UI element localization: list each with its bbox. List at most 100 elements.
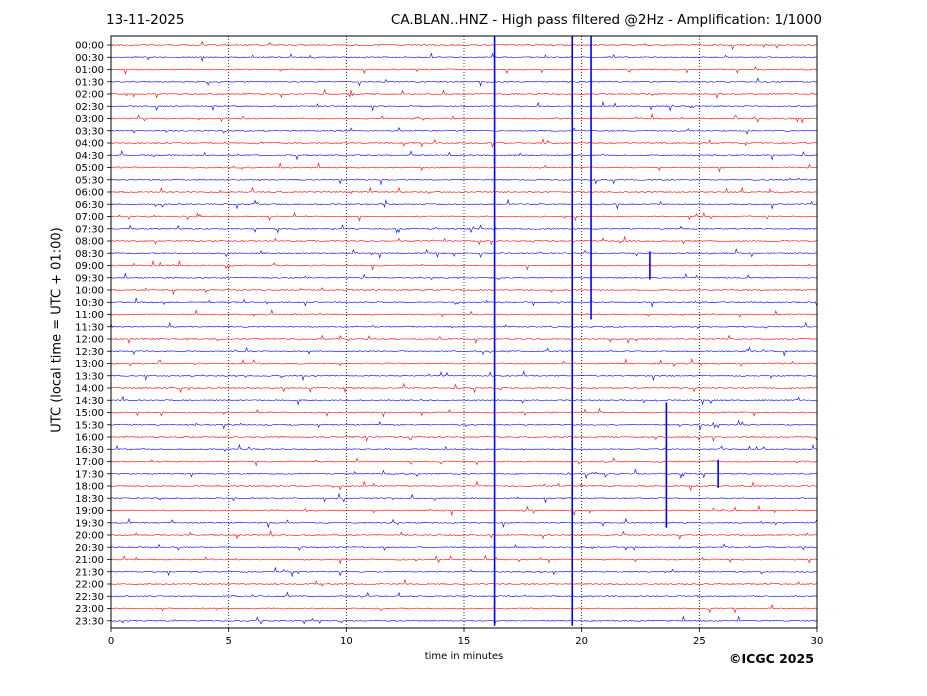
x-tick-label: 25 [693, 636, 706, 647]
y-tick-label: 22:30 [75, 592, 104, 603]
x-axis-label: time in minutes [424, 651, 504, 662]
trace-0700 [110, 211, 817, 222]
date-label: 13-11-2025 [106, 12, 185, 28]
x-tick-label: 0 [108, 636, 114, 647]
trace-1600 [110, 435, 817, 443]
trace-0600 [110, 186, 817, 195]
trace-1330 [110, 370, 817, 382]
x-tick-label: 20 [575, 636, 588, 647]
y-tick-label: 20:30 [75, 543, 104, 554]
y-tick-label: 04:00 [75, 139, 104, 150]
trace-1430 [110, 395, 817, 406]
trace-2230 [110, 591, 817, 598]
trace-2030 [110, 543, 817, 552]
y-tick-label: 14:30 [75, 396, 104, 407]
trace-0730 [110, 224, 817, 234]
trace-1530 [110, 419, 817, 431]
trace-1300 [110, 357, 817, 368]
y-tick-label: 13:00 [75, 359, 104, 370]
y-tick-label: 05:30 [75, 175, 104, 186]
y-tick-label: 19:30 [75, 518, 104, 529]
trace-0400 [110, 138, 817, 148]
y-tick-label: 21:00 [75, 555, 104, 566]
y-tick-label: 06:00 [75, 188, 104, 199]
trace-0430 [110, 149, 817, 161]
y-tick-label: 00:30 [75, 53, 104, 64]
trace-1230 [110, 346, 817, 357]
y-tick-label: 22:00 [75, 580, 104, 591]
y-tick-label: 03:30 [75, 126, 104, 137]
y-tick-label: 23:00 [75, 604, 104, 615]
trace-2130 [110, 566, 817, 578]
y-tick-label: 05:00 [75, 163, 104, 174]
y-tick-label: 20:00 [75, 531, 104, 542]
plot-frame [110, 35, 818, 629]
y-tick-label: 10:00 [75, 286, 104, 297]
trace-2330 [110, 615, 817, 625]
trace-0100 [110, 66, 817, 75]
y-tick-label: 12:00 [75, 335, 104, 346]
trace-1830 [110, 492, 817, 504]
y-tick-label: 01:00 [75, 65, 104, 76]
x-tick-label: 30 [811, 636, 824, 647]
y-tick-label: 09:00 [75, 261, 104, 272]
y-tick-label: 00:00 [75, 41, 104, 52]
trace-0500 [110, 162, 817, 173]
chart-title: CA.BLAN..HNZ - High pass filtered @2Hz -… [390, 12, 822, 28]
y-tick-label: 03:00 [75, 114, 104, 125]
trace-0800 [110, 235, 817, 246]
y-tick-label: 02:30 [75, 102, 104, 113]
trace-1200 [110, 334, 817, 345]
y-tick-label: 09:30 [75, 273, 104, 284]
trace-2300 [110, 603, 817, 614]
trace-0630 [110, 198, 817, 210]
y-tick-label: 06:30 [75, 200, 104, 211]
y-tick-label: 10:30 [75, 298, 104, 309]
y-tick-label: 17:30 [75, 469, 104, 480]
y-tick-label: 23:30 [75, 616, 104, 627]
trace-0130 [110, 77, 817, 87]
trace-1100 [110, 309, 817, 318]
trace-1500 [110, 407, 817, 418]
trace-0900 [110, 259, 817, 271]
y-tick-label: 01:30 [75, 77, 104, 88]
y-tick-label: 07:00 [75, 212, 104, 223]
trace-0000 [110, 40, 817, 51]
trace-0300 [110, 113, 817, 124]
trace-1630 [110, 443, 817, 452]
trace-1800 [110, 480, 817, 491]
trace-2200 [110, 578, 817, 587]
trace-0830 [110, 248, 817, 259]
y-tick-label: 15:00 [75, 408, 104, 419]
y-tick-label: 15:30 [75, 420, 104, 431]
y-tick-label: 18:30 [75, 494, 104, 505]
x-tick-label: 15 [458, 636, 471, 647]
x-tick-label: 10 [340, 636, 353, 647]
y-tick-label: 08:30 [75, 249, 104, 260]
trace-2100 [110, 554, 817, 564]
trace-0330 [110, 127, 817, 135]
y-tick-label: 21:30 [75, 567, 104, 578]
trace-1000 [110, 287, 817, 296]
trace-0200 [110, 88, 817, 100]
trace-1930 [110, 517, 817, 529]
trace-0530 [110, 177, 817, 186]
trace-0930 [110, 272, 817, 281]
y-tick-label: 08:00 [75, 237, 104, 248]
y-tick-label: 16:00 [75, 433, 104, 444]
trace-1030 [110, 297, 817, 308]
trace-0030 [110, 52, 817, 63]
y-tick-label: 19:00 [75, 506, 104, 517]
copyright-label: ©ICGC 2025 [729, 651, 814, 666]
y-tick-label: 13:30 [75, 371, 104, 382]
trace-1700 [110, 457, 817, 467]
y-tick-label: 02:00 [75, 90, 104, 101]
y-tick-label: 14:00 [75, 384, 104, 395]
y-tick-label: 11:30 [75, 322, 104, 333]
y-tick-label: 04:30 [75, 151, 104, 162]
y-tick-label: 11:00 [75, 310, 104, 321]
y-tick-label: 18:00 [75, 482, 104, 493]
y-tick-label: 12:30 [75, 347, 104, 358]
trace-1130 [110, 321, 817, 330]
